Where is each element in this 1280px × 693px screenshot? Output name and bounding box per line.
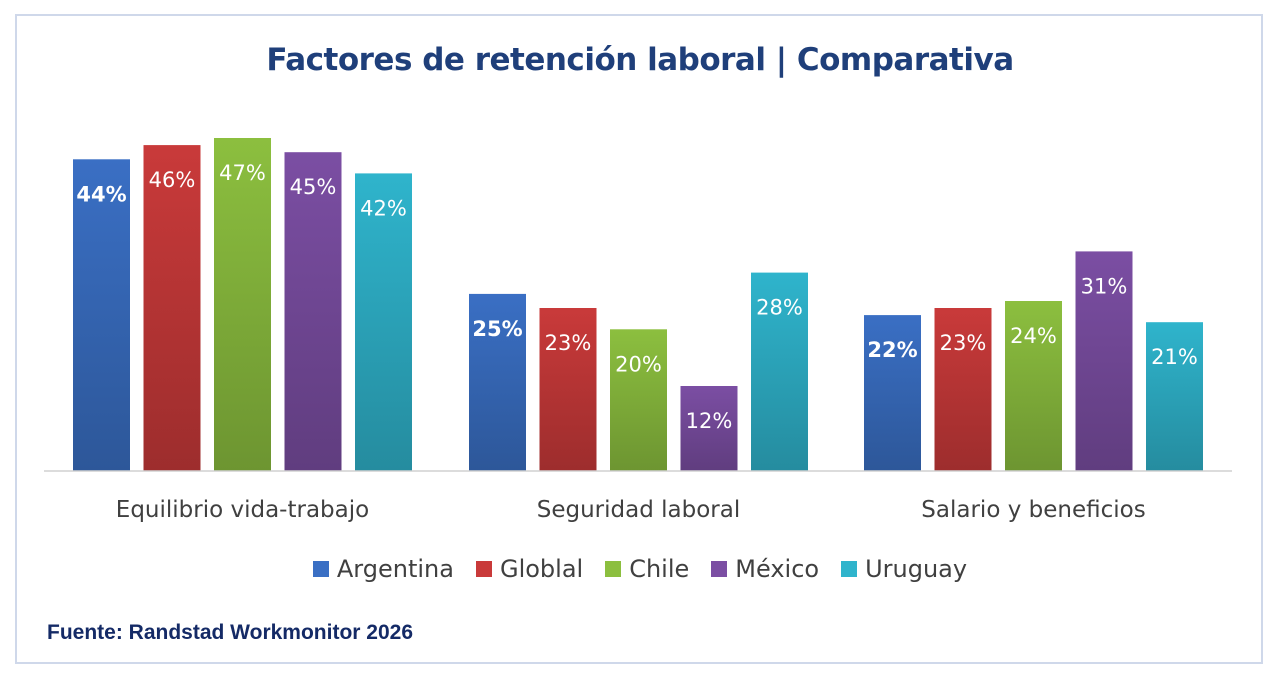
data-label-0-1: 25% xyxy=(472,317,522,341)
data-label-0-2: 22% xyxy=(867,338,917,362)
legend-swatch-mexico xyxy=(711,561,728,577)
data-label-3-1: 12% xyxy=(686,409,733,433)
bar-4-2 xyxy=(1146,322,1203,471)
bar-1-2 xyxy=(934,308,992,471)
legend-item-argentina: Argentina xyxy=(312,555,454,583)
bar-1-0 xyxy=(143,145,201,471)
data-label-1-1: 23% xyxy=(545,331,592,355)
data-label-1-2: 23% xyxy=(940,331,987,355)
legend-swatch-argentina xyxy=(312,561,329,577)
legend-item-uruguay: Uruguay xyxy=(841,555,967,583)
data-label-2-0: 47% xyxy=(219,161,266,185)
bar-2-2 xyxy=(1005,301,1062,471)
legend-swatch-global xyxy=(475,561,492,577)
legend-label-mexico: México xyxy=(735,555,820,583)
bar-4-1 xyxy=(751,272,808,471)
legend-label-global: Globlal xyxy=(499,555,584,583)
data-label-4-1: 28% xyxy=(756,296,803,320)
data-label-4-0: 42% xyxy=(360,196,407,220)
data-label-1-0: 46% xyxy=(149,168,196,192)
bar-0-2 xyxy=(864,315,921,471)
category-label-1: Seguridad laboral xyxy=(537,497,740,523)
chart-title: Factores de retención laboral | Comparat… xyxy=(266,42,1014,78)
legend-item-chile: Chile xyxy=(605,555,689,583)
legend-label-argentina: Argentina xyxy=(336,555,454,583)
legend: Argentina Globlal Chile México Uruguay xyxy=(0,555,1280,583)
bar-3-1 xyxy=(680,386,738,471)
bar-0-1 xyxy=(469,293,526,471)
legend-label-chile: Chile xyxy=(629,555,690,583)
legend-swatch-uruguay xyxy=(841,561,858,577)
legend-label-uruguay: Uruguay xyxy=(865,555,968,583)
data-label-2-1: 20% xyxy=(615,352,662,376)
bar-0-0 xyxy=(73,159,130,472)
category-label-0: Equilibrio vida-trabajo xyxy=(116,497,369,523)
data-label-0-0: 44% xyxy=(76,182,126,206)
legend-swatch-chile xyxy=(605,561,622,577)
bar-3-0 xyxy=(284,152,342,471)
category-label-2: Salario y beneficios xyxy=(921,497,1145,523)
bar-2-0 xyxy=(214,138,271,471)
chart-frame xyxy=(15,14,1263,664)
bar-2-1 xyxy=(610,329,667,471)
data-label-2-2: 24% xyxy=(1010,324,1057,348)
data-label-3-0: 45% xyxy=(290,175,337,199)
bar-3-2 xyxy=(1075,251,1133,471)
legend-item-mexico: México xyxy=(711,555,819,583)
bar-4-0 xyxy=(355,173,412,471)
source-note: Fuente: Randstad Workmonitor 2026 xyxy=(47,621,414,644)
bar-1-1 xyxy=(539,308,597,471)
data-label-4-2: 21% xyxy=(1151,345,1198,369)
legend-item-global: Globlal xyxy=(475,555,584,583)
data-label-3-2: 31% xyxy=(1081,274,1128,298)
